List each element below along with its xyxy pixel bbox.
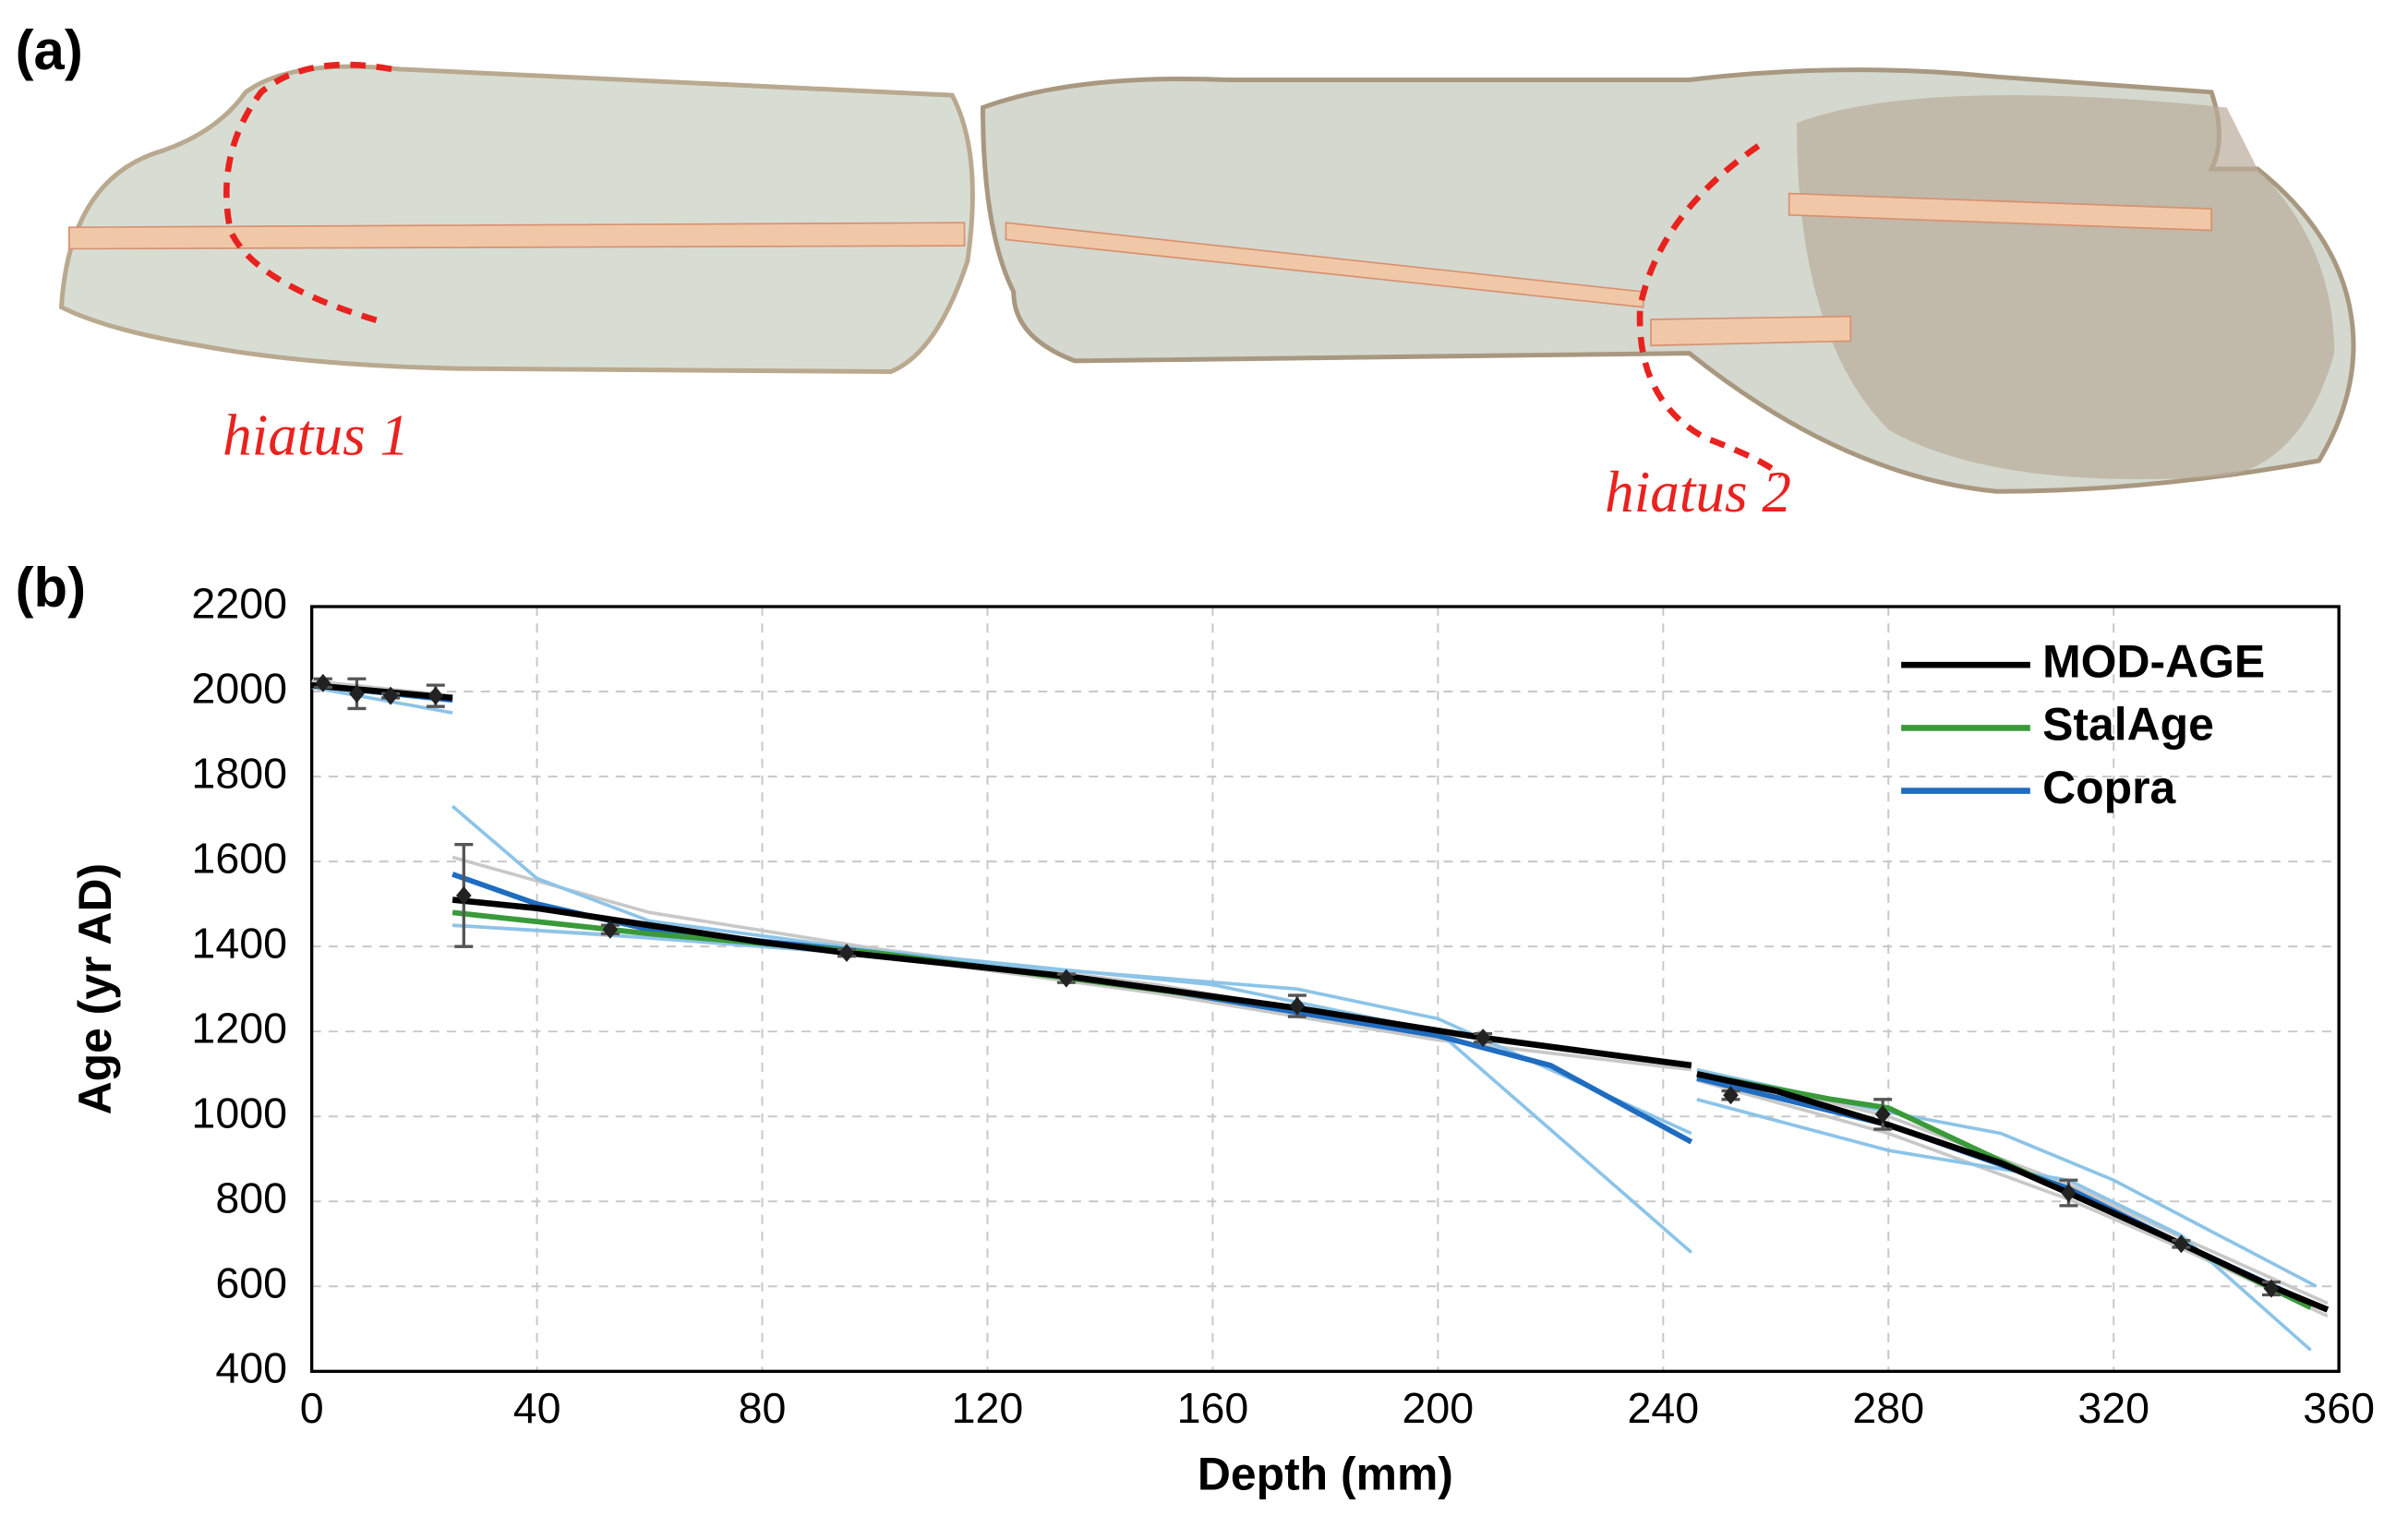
date-point xyxy=(1874,1104,1891,1124)
y-tick-label: 1400 xyxy=(191,919,287,967)
y-tick-label: 2000 xyxy=(191,664,287,712)
x-tick-label: 40 xyxy=(513,1384,561,1432)
x-tick-label: 0 xyxy=(300,1384,324,1432)
date-point xyxy=(349,684,365,704)
y-tick-label: 400 xyxy=(215,1344,287,1392)
panel-label: (b) xyxy=(16,557,86,619)
x-tick-label: 360 xyxy=(2303,1384,2375,1432)
y-tick-label: 800 xyxy=(215,1174,287,1222)
x-tick-label: 320 xyxy=(2077,1384,2149,1432)
date-point xyxy=(2061,1184,2077,1203)
series-line xyxy=(452,923,2329,1318)
x-axis-title: Depth (mm) xyxy=(1198,1448,1453,1499)
date-point xyxy=(838,944,855,963)
series-line xyxy=(311,681,2330,1313)
legend-label: StalAge xyxy=(2042,699,2214,751)
y-tick-label: 2200 xyxy=(191,579,287,627)
x-tick-label: 240 xyxy=(1627,1384,1699,1432)
x-tick-label: 120 xyxy=(952,1384,1024,1432)
date-point xyxy=(315,673,331,692)
panel-label: (a) xyxy=(16,19,83,81)
y-tick-label: 1200 xyxy=(191,1004,287,1052)
stalagmite-photo xyxy=(58,61,2356,494)
date-point xyxy=(427,686,444,705)
annotation: hiatus 1 xyxy=(223,403,409,467)
date-point xyxy=(1289,996,1306,1016)
date-point xyxy=(1058,969,1075,988)
series-line xyxy=(452,909,2312,1310)
x-tick-label: 200 xyxy=(1403,1384,1475,1432)
x-tick-label: 280 xyxy=(1852,1384,1924,1432)
x-tick-label: 160 xyxy=(1177,1384,1249,1432)
date-point xyxy=(602,920,619,939)
legend-label: Copra xyxy=(2042,762,2176,813)
date-point xyxy=(1723,1086,1739,1105)
date-point xyxy=(455,885,472,905)
y-tick-label: 600 xyxy=(215,1259,287,1307)
series-line xyxy=(311,682,2312,1306)
y-tick-label: 1000 xyxy=(191,1089,287,1137)
annotation: hiatus 2 xyxy=(1605,460,1791,524)
legend-label: MOD-AGE xyxy=(2042,635,2265,687)
y-tick-label: 1600 xyxy=(191,834,287,882)
y-tick-label: 1800 xyxy=(191,749,287,797)
plot-frame xyxy=(309,605,2341,1373)
y-axis-title: Age (yr AD) xyxy=(69,863,121,1114)
date-point xyxy=(382,686,399,705)
x-tick-label: 80 xyxy=(739,1384,787,1432)
